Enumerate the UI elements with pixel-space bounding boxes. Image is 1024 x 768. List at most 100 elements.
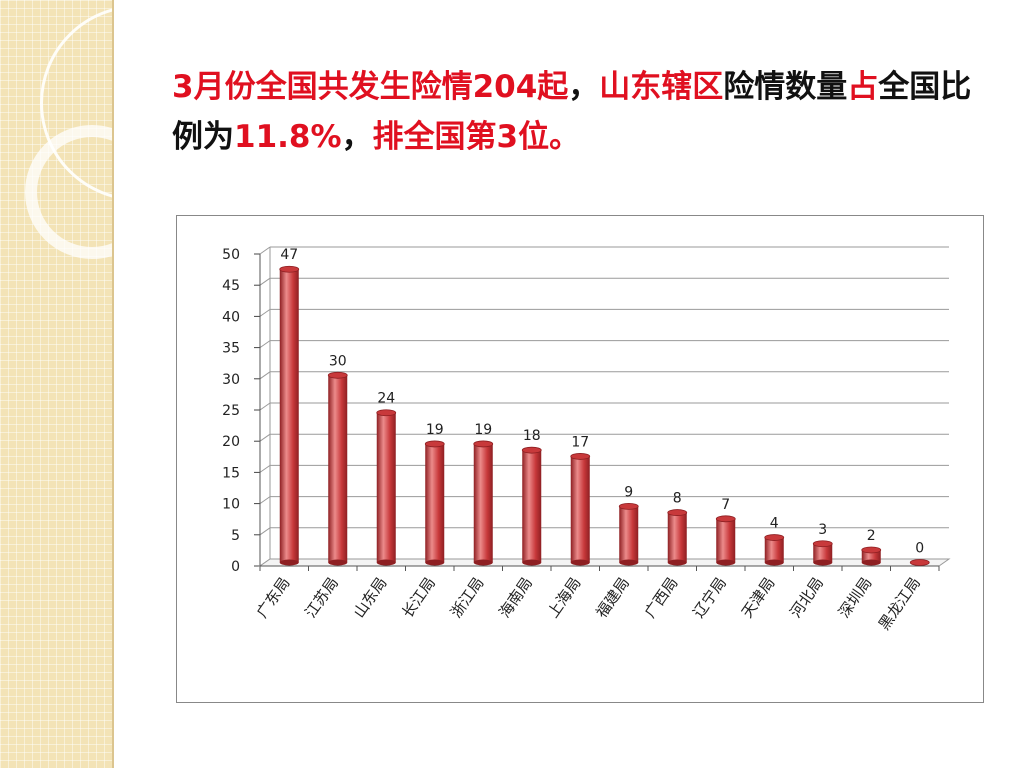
y-tick-label: 10	[222, 497, 240, 513]
bar-top	[812, 540, 833, 548]
gridline-side	[259, 308, 271, 317]
bar-top	[715, 515, 736, 523]
title-part: 排全国第3位。	[372, 119, 581, 155]
category-label: 辽宁局	[689, 574, 730, 621]
gridline-side	[259, 340, 271, 349]
bar-base	[279, 559, 299, 566]
bar-top	[764, 534, 785, 541]
chart-frame: 0 5 10 15 20 25 30 35 40 45 50 47 广东局 30 江苏局 24 山东局 19 长江局…	[176, 215, 984, 703]
bar-base	[328, 559, 348, 566]
title-part: ，	[568, 69, 600, 105]
data-label: 30	[329, 353, 347, 369]
category-label: 江苏局	[301, 574, 342, 621]
category-label: 长江局	[398, 574, 439, 621]
data-label: 0	[915, 541, 924, 557]
bar	[570, 456, 590, 563]
title-part: 11.8%	[234, 119, 342, 155]
y-tick-label: 35	[222, 341, 240, 357]
y-tick-label: 25	[222, 403, 240, 419]
bar-base	[570, 559, 590, 566]
bar	[716, 518, 736, 563]
y-tick-label: 20	[222, 434, 240, 450]
data-label: 9	[624, 484, 633, 500]
category-label: 广东局	[253, 574, 294, 621]
bar-base	[473, 559, 493, 566]
y-tick-label: 40	[222, 309, 240, 325]
bar-top	[618, 502, 639, 510]
bar-top	[570, 453, 591, 460]
category-label: 浙江局	[447, 574, 488, 621]
bar-top	[861, 546, 882, 554]
bar	[764, 537, 784, 563]
slide-title: 3月份全国共发生险情204起，山东辖区险情数量占全国比例为11.8%，排全国第3…	[172, 62, 992, 162]
bar-top	[327, 371, 348, 379]
data-label: 4	[770, 516, 779, 532]
bar-base	[667, 559, 687, 566]
gridline-side	[259, 464, 271, 473]
title-part: 险情数量	[723, 69, 848, 105]
category-label: 上海局	[544, 574, 585, 621]
gridline-side	[259, 246, 271, 255]
title-part: 山东辖区	[599, 69, 724, 105]
bar-top	[521, 446, 542, 454]
bar-top	[473, 440, 494, 448]
data-label: 3	[818, 522, 827, 538]
y-tick-label: 5	[231, 528, 240, 544]
decorative-side-strip	[0, 0, 112, 768]
data-label: 8	[673, 491, 682, 507]
data-label: 17	[571, 434, 589, 450]
title-part: 占	[847, 69, 879, 105]
bar	[909, 559, 930, 566]
data-label: 24	[377, 391, 395, 407]
bar	[522, 450, 542, 563]
y-tick-label: 30	[222, 372, 240, 388]
data-label: 2	[867, 528, 876, 544]
bar-top	[667, 509, 688, 516]
y-tick-label: 15	[222, 465, 240, 481]
title-part: 3月份全国共发生险情204起	[172, 69, 569, 105]
bar	[619, 506, 639, 563]
title-part: 全国比例为	[172, 69, 972, 155]
bar-base	[716, 559, 736, 566]
gridline-side	[259, 527, 271, 536]
bar	[667, 512, 687, 563]
bar-top	[279, 265, 300, 273]
category-label: 山东局	[350, 574, 391, 621]
bar-top	[424, 440, 445, 448]
y-tick-label: 50	[222, 247, 240, 263]
category-label: 深圳局	[835, 574, 876, 621]
data-label: 19	[426, 422, 444, 438]
bar	[279, 269, 299, 563]
bar	[813, 543, 833, 563]
data-label: 47	[280, 247, 298, 263]
bar-base	[376, 559, 396, 566]
category-label: 河北局	[786, 574, 827, 621]
bar-base	[861, 559, 881, 566]
bar	[328, 375, 348, 563]
category-label: 黑龙江局	[875, 574, 924, 633]
bar-top	[376, 409, 397, 417]
data-label: 18	[523, 428, 541, 444]
data-label: 7	[721, 497, 730, 513]
gridline-side	[259, 433, 271, 442]
side-strip-border	[112, 0, 114, 768]
bar-base	[522, 559, 542, 566]
bar	[376, 412, 396, 563]
gridline-side	[259, 496, 271, 505]
bar-base	[764, 559, 784, 566]
bar-base	[425, 559, 445, 566]
title-part: ，	[341, 119, 373, 155]
bar-base	[619, 559, 639, 566]
decorative-ring-small	[25, 125, 112, 259]
bar	[473, 443, 493, 563]
bar-base	[813, 559, 833, 566]
category-label: 海南局	[495, 574, 536, 621]
bar	[425, 443, 445, 563]
category-label: 广西局	[641, 574, 682, 621]
gridline-side	[259, 371, 271, 380]
y-tick-label: 0	[231, 559, 240, 575]
gridline-side	[259, 402, 271, 411]
category-label: 福建局	[592, 574, 633, 621]
data-label: 19	[474, 422, 492, 438]
